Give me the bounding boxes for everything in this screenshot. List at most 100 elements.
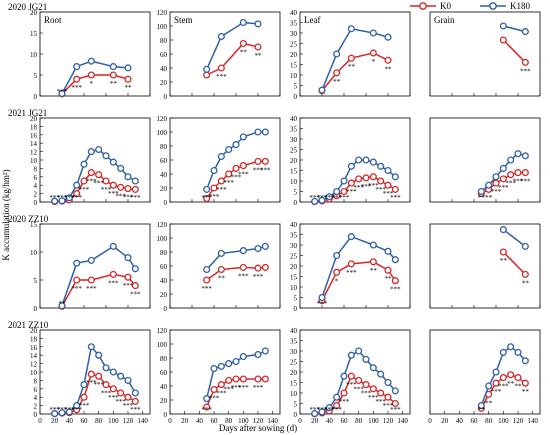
row-label: 2021 JG21 bbox=[8, 108, 47, 118]
data-point-k180 bbox=[124, 254, 132, 262]
data-point-k180 bbox=[87, 148, 95, 156]
data-point-k0 bbox=[384, 181, 392, 189]
data-point-k180 bbox=[232, 141, 240, 149]
y-tick-label: 40 bbox=[160, 171, 168, 179]
significance-label: *** bbox=[216, 390, 227, 398]
data-point-k180 bbox=[377, 370, 385, 378]
significance-label: ** bbox=[507, 380, 515, 388]
panel-r2-c3: ** ** bbox=[429, 223, 541, 309]
data-point-k180 bbox=[58, 89, 66, 98]
data-point-k180 bbox=[225, 145, 233, 154]
y-tick-label: 2 bbox=[34, 403, 38, 411]
data-point-k0 bbox=[492, 379, 500, 387]
significance-label: *** bbox=[79, 402, 90, 410]
data-point-k0 bbox=[355, 175, 363, 183]
y-tick-label: 10 bbox=[30, 369, 38, 377]
data-point-k180 bbox=[333, 251, 341, 260]
data-point-k180 bbox=[73, 181, 81, 189]
x-tick-label: 100 bbox=[368, 417, 379, 425]
significance-label: ** bbox=[478, 194, 486, 202]
y-tick-label: 35 bbox=[290, 338, 298, 346]
data-point-k180 bbox=[102, 152, 110, 160]
y-tick-label: 18 bbox=[30, 335, 38, 343]
data-point-k180 bbox=[521, 28, 529, 36]
data-point-k0 bbox=[347, 54, 355, 62]
x-tick-label: 80 bbox=[355, 417, 363, 425]
y-tick-label: 20 bbox=[30, 115, 38, 123]
data-point-k180 bbox=[499, 348, 507, 356]
y-tick-label: 60 bbox=[160, 263, 168, 271]
data-point-k180 bbox=[384, 247, 392, 255]
y-tick-label: 25 bbox=[290, 253, 298, 261]
data-point-k180 bbox=[239, 247, 247, 255]
legend-label-k180: K180 bbox=[510, 1, 530, 11]
data-point-k180 bbox=[73, 259, 81, 267]
y-tick-label: 120 bbox=[157, 9, 168, 17]
x-tick-label: 60 bbox=[341, 417, 349, 425]
y-tick-label: 0 bbox=[34, 93, 38, 101]
data-point-k180 bbox=[369, 29, 377, 37]
significance-label: *** bbox=[209, 193, 220, 201]
x-tick-label: 0 bbox=[428, 417, 432, 425]
data-point-k180 bbox=[261, 128, 269, 136]
y-tick-label: 0 bbox=[294, 93, 298, 101]
data-point-k180 bbox=[58, 409, 66, 417]
significance-label: *** bbox=[231, 173, 242, 181]
data-point-k0 bbox=[239, 375, 247, 383]
data-point-k0 bbox=[514, 374, 522, 382]
significance-label: *** bbox=[93, 180, 104, 188]
significance-label: *** bbox=[71, 84, 82, 92]
data-point-k0 bbox=[391, 185, 399, 193]
significance-label: *** bbox=[201, 194, 212, 202]
y-tick-label: 10 bbox=[290, 72, 298, 80]
data-point-k180 bbox=[117, 164, 125, 172]
data-point-k180 bbox=[254, 128, 262, 136]
significance-label: *** bbox=[216, 73, 227, 81]
data-point-k180 bbox=[499, 22, 507, 30]
significance-label: ** bbox=[348, 63, 356, 71]
data-point-k180 bbox=[369, 241, 377, 249]
significance-label: ** bbox=[59, 300, 67, 308]
data-point-k0 bbox=[254, 157, 262, 165]
data-point-k180 bbox=[347, 25, 355, 33]
data-point-k0 bbox=[109, 385, 117, 393]
y-tick-label: 5 bbox=[294, 401, 298, 409]
data-point-k180 bbox=[117, 372, 125, 380]
data-point-k0 bbox=[391, 277, 399, 285]
x-tick-label: 80 bbox=[485, 417, 493, 425]
data-point-k180 bbox=[347, 351, 355, 359]
y-tick-label: 40 bbox=[290, 9, 298, 17]
data-point-k180 bbox=[254, 244, 262, 253]
series-line-k180 bbox=[502, 229, 526, 247]
legend-item-k180: K180 bbox=[480, 1, 530, 11]
significance-label: *** bbox=[79, 186, 90, 194]
significance-label: *** bbox=[123, 402, 134, 410]
significance-label: *** bbox=[368, 182, 379, 190]
data-point-k0 bbox=[507, 371, 515, 379]
y-tick-label: 15 bbox=[290, 380, 298, 388]
significance-label: *** bbox=[491, 388, 502, 396]
data-point-k180 bbox=[384, 33, 392, 41]
panel-label: Root bbox=[44, 15, 62, 25]
y-tick-label: 25 bbox=[290, 41, 298, 49]
significance-label: ** bbox=[478, 406, 486, 414]
data-point-k0 bbox=[117, 183, 125, 191]
data-point-k180 bbox=[521, 357, 529, 365]
row-label: 2020 JG21 bbox=[8, 2, 47, 12]
x-tick-label: 20 bbox=[51, 417, 59, 425]
significance-label: *** bbox=[123, 282, 134, 290]
data-point-k180 bbox=[124, 173, 132, 181]
y-tick-label: 0 bbox=[34, 199, 38, 207]
data-point-k0 bbox=[499, 175, 507, 183]
data-point-k0 bbox=[109, 270, 117, 278]
panel-label: Stem bbox=[174, 15, 193, 25]
panel-frame bbox=[39, 117, 151, 203]
x-axis-label: Days after sowing (d) bbox=[219, 423, 297, 433]
significance-label: *** bbox=[361, 390, 372, 398]
y-tick-label: 14 bbox=[30, 352, 38, 360]
y-tick-label: 20 bbox=[30, 9, 38, 17]
panel-frame bbox=[39, 11, 151, 97]
